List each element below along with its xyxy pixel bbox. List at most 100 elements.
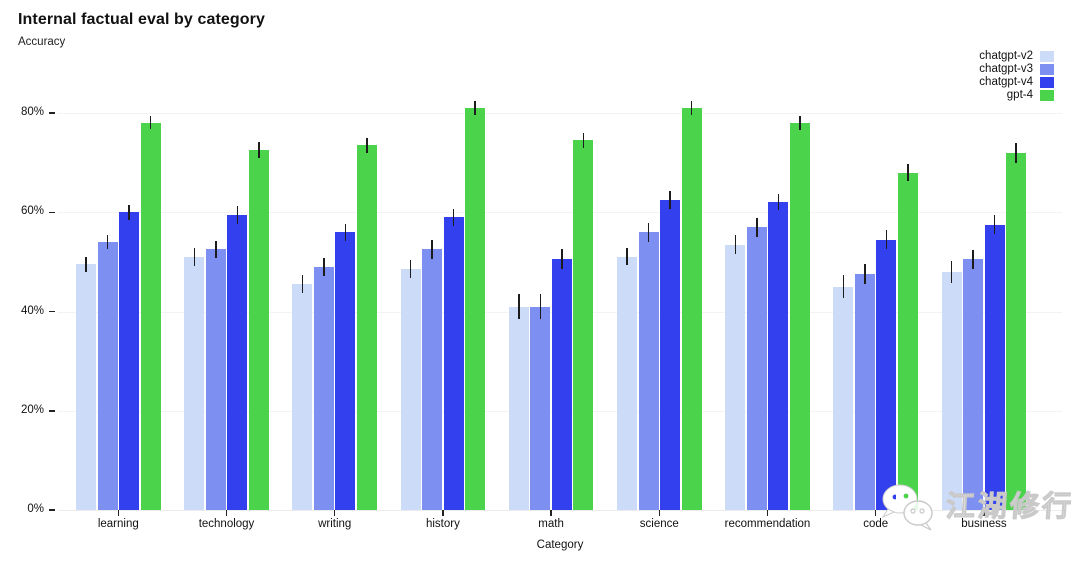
- bar-chatgpt-v2-science: [617, 256, 638, 510]
- bar-chatgpt-v2-technology: [184, 256, 205, 510]
- bar-gpt-4-technology: [248, 150, 269, 510]
- bar-chatgpt-v4-recommendation: [768, 202, 789, 510]
- error-bar: [236, 205, 238, 224]
- bar-chatgpt-v2-writing: [292, 284, 313, 510]
- bar-chatgpt-v2-recommendation: [725, 244, 746, 510]
- bar-chatgpt-v4-writing: [335, 232, 356, 510]
- bar-chatgpt-v2-math: [508, 306, 529, 510]
- x-tick-mark: [874, 510, 877, 516]
- x-tick-label-business: business: [961, 518, 1007, 530]
- error-bar: [301, 275, 304, 294]
- error-bar: [993, 215, 996, 235]
- bar-gpt-4-code: [897, 172, 918, 510]
- chart-title: Internal factual eval by category: [18, 11, 265, 28]
- y-tick-label: 60%: [20, 205, 44, 218]
- bar-chatgpt-v3-technology: [205, 249, 226, 510]
- legend-item-gpt-4[interactable]: gpt-4: [979, 89, 1054, 102]
- bar-gpt-4-learning: [140, 122, 161, 510]
- bar-gpt-4-history: [465, 108, 486, 510]
- bar-gpt-4-math: [573, 140, 594, 510]
- bar-gpt-4-science: [681, 108, 702, 510]
- y-tick-mark: [49, 310, 55, 313]
- error-bar: [431, 239, 433, 260]
- bar-chatgpt-v3-recommendation: [746, 227, 767, 510]
- y-tick-mark: [49, 112, 55, 114]
- legend-label: chatgpt-v4: [979, 76, 1033, 88]
- legend-item-chatgpt-v4[interactable]: chatgpt-v4: [979, 76, 1054, 89]
- x-tick-label-history: history: [425, 518, 460, 530]
- bar-chatgpt-v2-code: [833, 286, 854, 510]
- x-tick-label-math: math: [538, 518, 564, 530]
- x-tick-label-writing: writing: [318, 518, 352, 530]
- bar-chatgpt-v4-science: [660, 199, 681, 510]
- y-tick-mark: [49, 211, 55, 213]
- error-bar: [258, 142, 260, 159]
- error-bar: [950, 260, 953, 283]
- error-bar: [215, 240, 217, 259]
- error-bar: [842, 275, 845, 299]
- legend-label: chatgpt-v2: [979, 50, 1033, 62]
- error-bar: [344, 223, 347, 241]
- x-tick-mark: [333, 510, 336, 516]
- error-bar: [193, 247, 195, 266]
- bar-chatgpt-v3-math: [530, 306, 551, 510]
- y-axis-title: Accuracy: [18, 36, 66, 48]
- error-bar: [85, 256, 87, 272]
- x-tick-label-technology: technology: [198, 518, 255, 530]
- error-bar: [582, 132, 585, 148]
- gridline-60%: [58, 212, 1062, 214]
- error-bar: [799, 115, 801, 130]
- error-bar: [1015, 142, 1017, 163]
- legend-label: gpt-4: [1006, 89, 1033, 101]
- error-bar: [864, 264, 866, 285]
- error-bar: [409, 260, 412, 279]
- error-bar: [474, 101, 476, 115]
- y-tick-mark: [49, 509, 55, 511]
- error-bar: [734, 235, 736, 254]
- x-tick-mark: [225, 510, 228, 516]
- error-bar: [106, 234, 109, 250]
- error-bar: [518, 294, 520, 319]
- error-bar: [756, 217, 758, 237]
- error-bar: [777, 194, 779, 211]
- bar-chatgpt-v4-business: [984, 224, 1005, 510]
- legend-label: chatgpt-v3: [979, 63, 1033, 75]
- bar-chatgpt-v2-business: [941, 271, 962, 510]
- error-bar: [907, 163, 909, 182]
- bar-chatgpt-v3-history: [422, 249, 443, 510]
- bar-chatgpt-v4-history: [443, 217, 464, 510]
- x-tick-mark: [983, 510, 985, 516]
- bar-gpt-4-writing: [356, 145, 377, 510]
- gridline-0%: [58, 510, 1062, 511]
- y-tick-label: 40%: [20, 304, 44, 317]
- x-tick-label-learning: learning: [97, 518, 139, 530]
- error-bar: [647, 222, 650, 242]
- y-tick-label: 80%: [20, 106, 44, 118]
- error-bar: [128, 204, 130, 220]
- bar-chatgpt-v3-business: [963, 259, 984, 510]
- error-bar: [366, 137, 368, 153]
- y-tick-label: 20%: [20, 403, 44, 416]
- error-bar: [690, 100, 693, 116]
- x-tick-label-code: code: [863, 518, 889, 530]
- bar-chatgpt-v2-history: [400, 269, 421, 510]
- error-bar: [149, 116, 152, 130]
- error-bar: [669, 190, 671, 209]
- legend-item-chatgpt-v2[interactable]: chatgpt-v2: [979, 50, 1054, 63]
- legend-item-chatgpt-v3[interactable]: chatgpt-v3: [979, 63, 1054, 76]
- x-tick-mark: [658, 510, 661, 516]
- bar-chatgpt-v3-writing: [313, 266, 334, 510]
- legend-swatch: [1040, 90, 1054, 101]
- error-bar: [626, 248, 628, 266]
- x-tick-label-science: science: [639, 518, 679, 530]
- legend-swatch: [1040, 51, 1054, 62]
- legend-swatch: [1040, 64, 1054, 75]
- x-axis-title: Category: [536, 539, 584, 551]
- bar-chatgpt-v3-code: [854, 274, 875, 510]
- bar-chatgpt-v3-learning: [97, 242, 118, 510]
- x-tick-mark: [117, 510, 120, 516]
- bar-chatgpt-v4-code: [876, 239, 897, 510]
- bar-chatgpt-v4-technology: [227, 214, 248, 510]
- error-bar: [452, 208, 455, 226]
